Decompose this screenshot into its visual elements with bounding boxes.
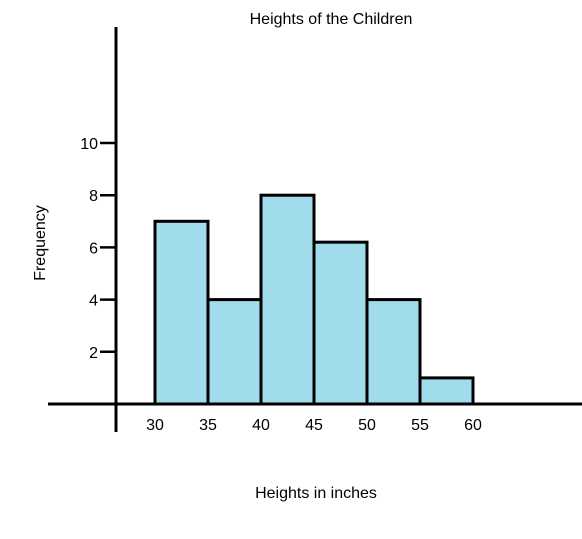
bars-group xyxy=(153,193,475,406)
x-ticks-group: 30 35 40 45 50 55 60 xyxy=(146,417,482,434)
histogram-bar xyxy=(312,240,369,406)
x-axis-label: Heights in inches xyxy=(255,485,377,502)
chart-title: Heights of the Children xyxy=(250,11,413,28)
histogram-bar xyxy=(418,376,475,406)
x-tick-label: 55 xyxy=(411,417,429,434)
y-tick-label: 10 xyxy=(80,136,98,153)
histogram-bar xyxy=(153,219,210,406)
x-tick-label: 45 xyxy=(305,417,323,434)
y-tick-label: 8 xyxy=(89,188,98,205)
y-tick-label: 4 xyxy=(89,293,98,310)
x-tick-label: 35 xyxy=(199,417,217,434)
x-tick-label: 50 xyxy=(358,417,376,434)
histogram-bar xyxy=(259,193,316,406)
y-ticks-group: 2 4 6 8 10 xyxy=(80,136,117,362)
x-tick-label: 60 xyxy=(464,417,482,434)
y-tick-label: 2 xyxy=(89,345,98,362)
histogram-bar xyxy=(206,298,263,406)
x-tick-label: 30 xyxy=(146,417,164,434)
x-tick-label: 40 xyxy=(252,417,270,434)
y-tick-label: 6 xyxy=(89,240,98,257)
y-axis-label: Frequency xyxy=(32,205,49,281)
histogram-bar xyxy=(365,298,422,406)
